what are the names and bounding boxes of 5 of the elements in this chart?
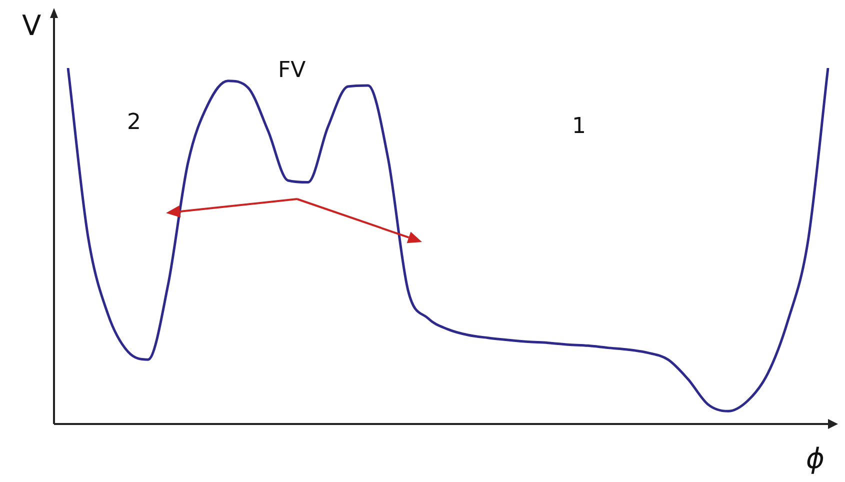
y-axis-title: V <box>22 9 42 42</box>
annotation: 2 <box>127 110 141 135</box>
annotation: FV <box>278 58 306 83</box>
annotation: 1 <box>572 114 586 139</box>
x-axis-title: ϕ <box>806 442 824 475</box>
